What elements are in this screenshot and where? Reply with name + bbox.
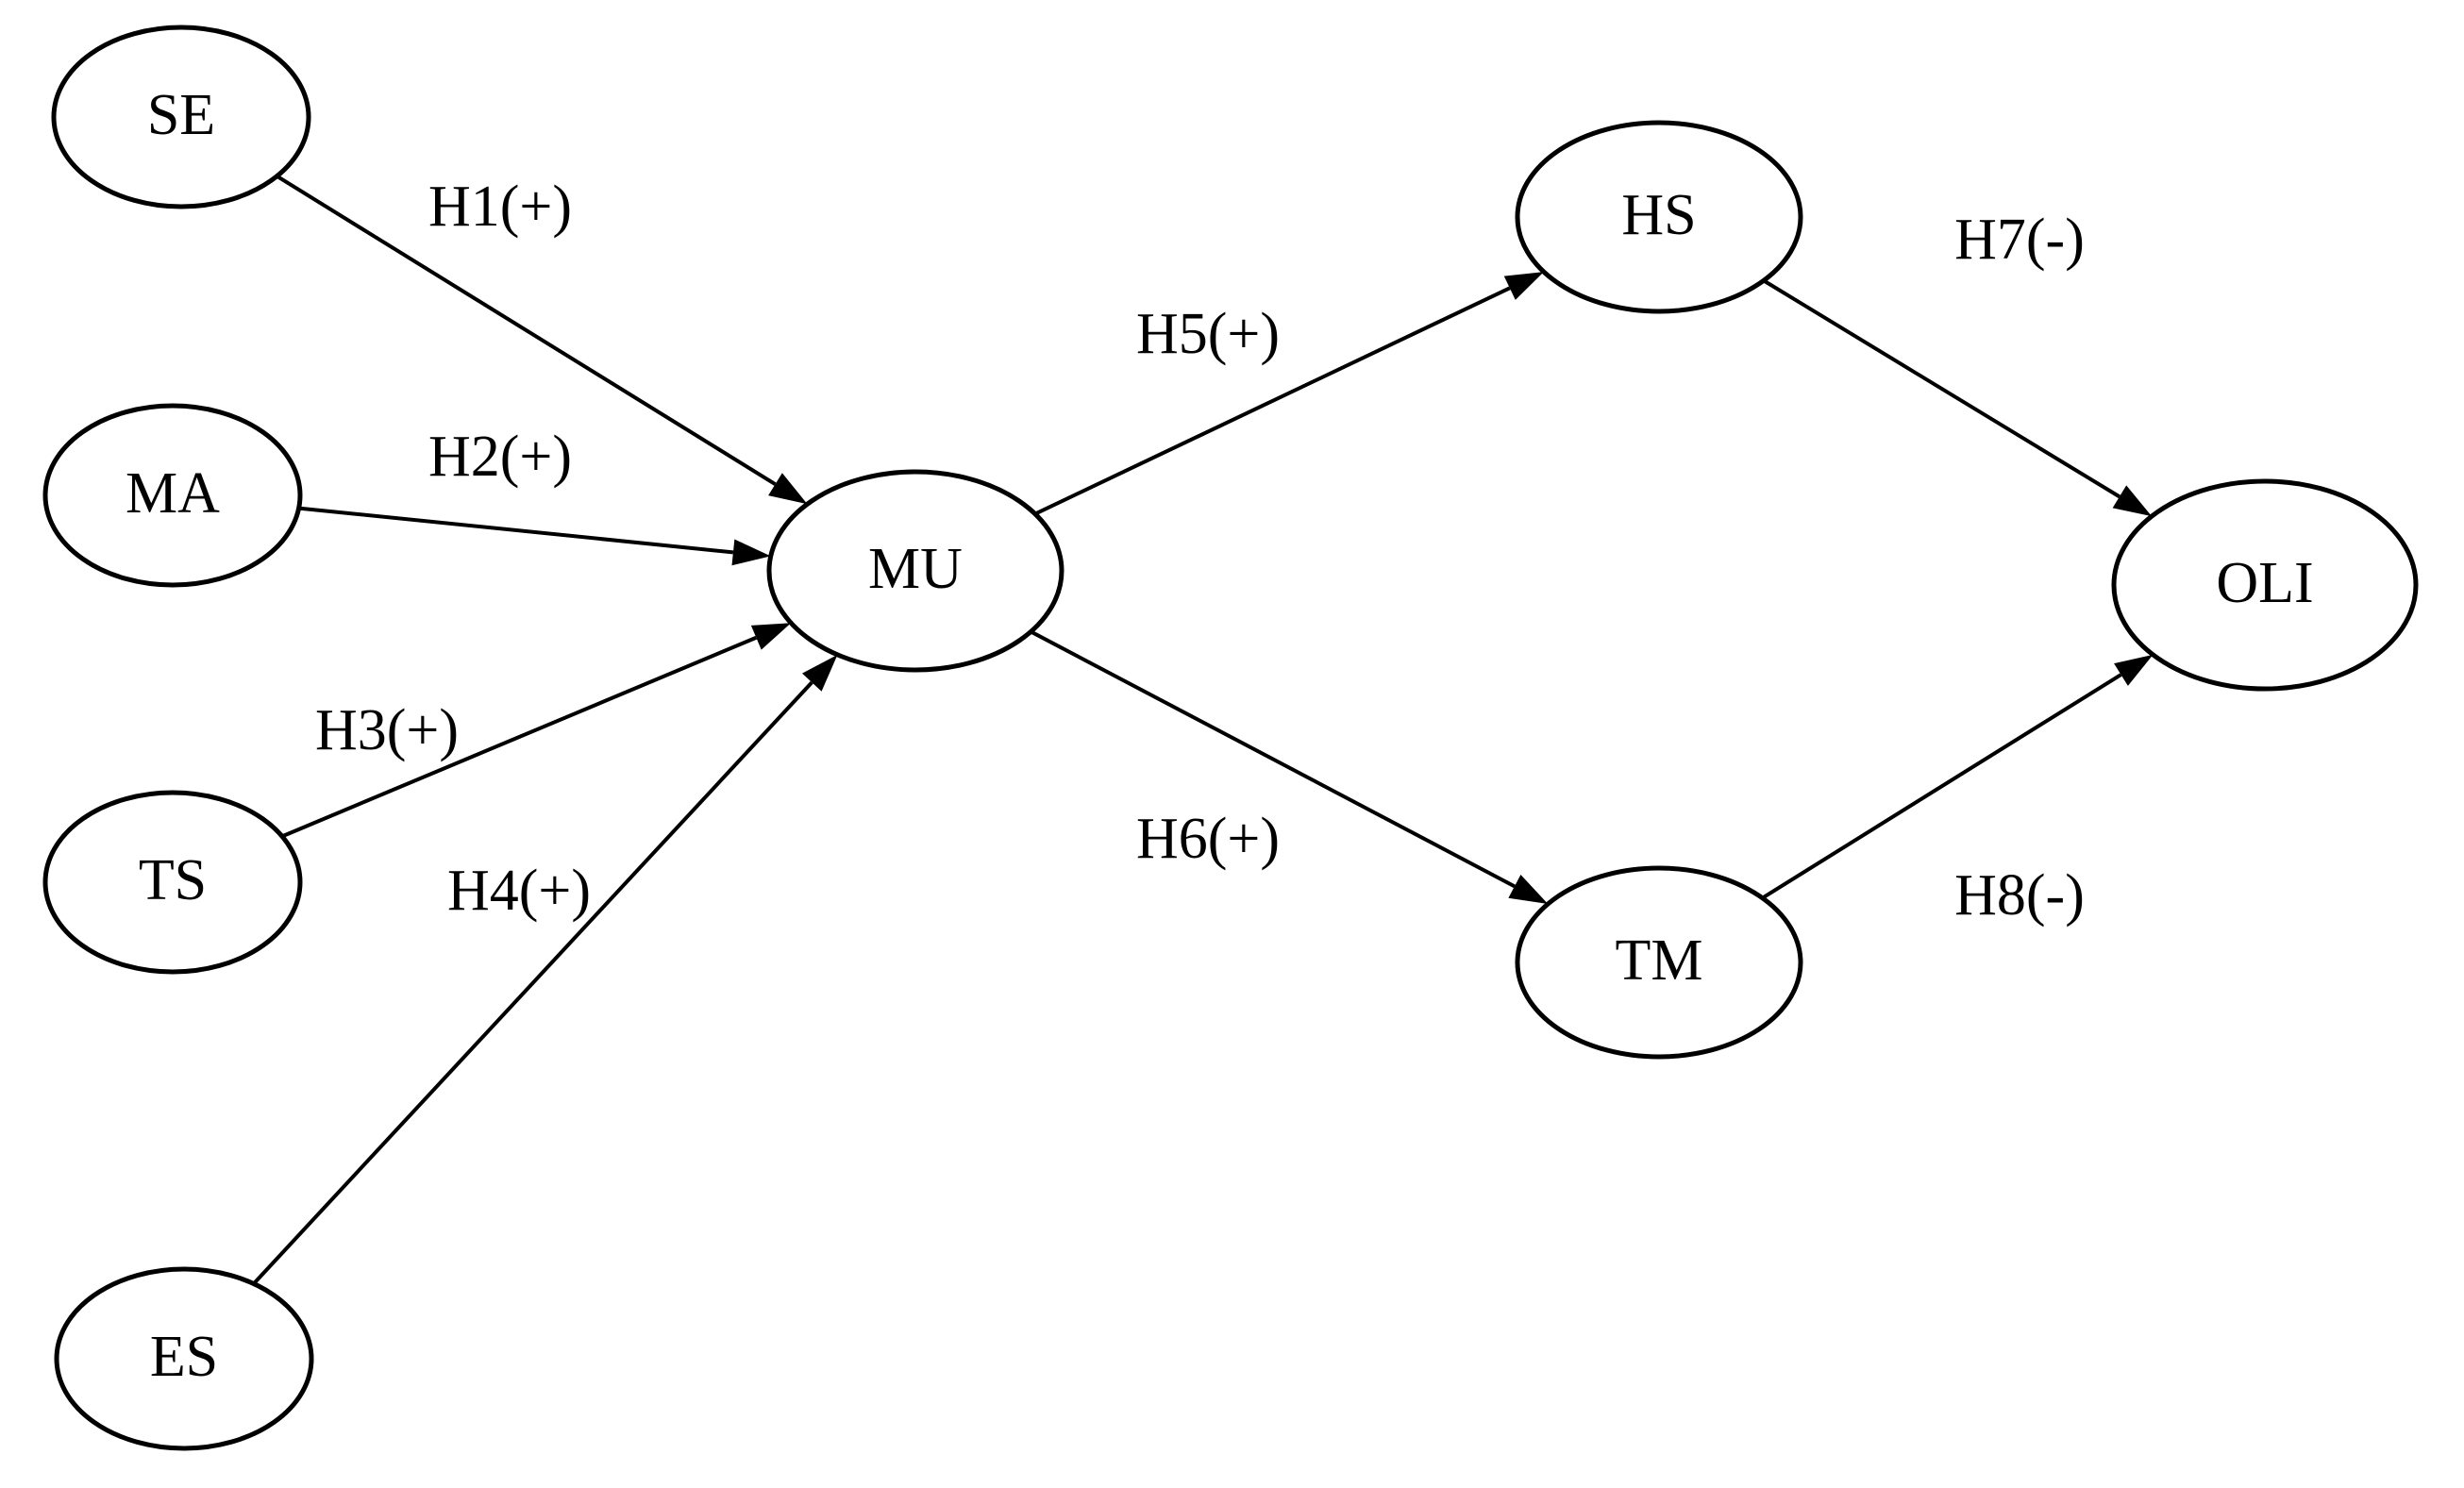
node-label-se: SE (147, 83, 215, 147)
edges-group: H1(+) H2(+) H3(+) H4(+) H5(+) H6(+) H7(-) H8(-) (254, 175, 2154, 1283)
path-diagram: H1(+) H2(+) H3(+) H4(+) H5(+) H6(+) H7(-) H8(-)… (0, 0, 2464, 1488)
edge-h4 (254, 682, 812, 1283)
node-label-oli: OLI (2216, 551, 2313, 615)
edge-label-h3: H3(+) (315, 698, 459, 762)
node-label-hs: HS (1621, 183, 1696, 247)
node-label-es: ES (150, 1325, 218, 1389)
arrowhead-h1 (768, 473, 807, 504)
edge-label-h1: H1(+) (428, 175, 572, 239)
arrowhead-h3 (751, 623, 791, 649)
edge-h7 (1764, 280, 2120, 496)
arrowhead-h6 (1508, 875, 1548, 904)
edge-label-h8: H8(-) (1954, 863, 2085, 928)
arrowhead-h8 (2114, 655, 2153, 686)
node-label-ts: TS (139, 848, 207, 912)
edge-h2 (299, 509, 733, 553)
node-label-tm: TM (1616, 928, 1703, 993)
arrowhead-h2 (732, 539, 771, 565)
edge-label-h6: H6(+) (1136, 807, 1280, 871)
node-label-ma: MA (126, 461, 220, 526)
edge-label-h2: H2(+) (428, 425, 572, 489)
arrowhead-h7 (2113, 485, 2152, 516)
edge-label-h4: H4(+) (447, 859, 591, 923)
arrowhead-h5 (1504, 272, 1544, 300)
edge-label-h5: H5(+) (1136, 302, 1280, 366)
edge-label-h7: H7(-) (1954, 208, 2085, 272)
node-label-mu: MU (868, 537, 963, 601)
